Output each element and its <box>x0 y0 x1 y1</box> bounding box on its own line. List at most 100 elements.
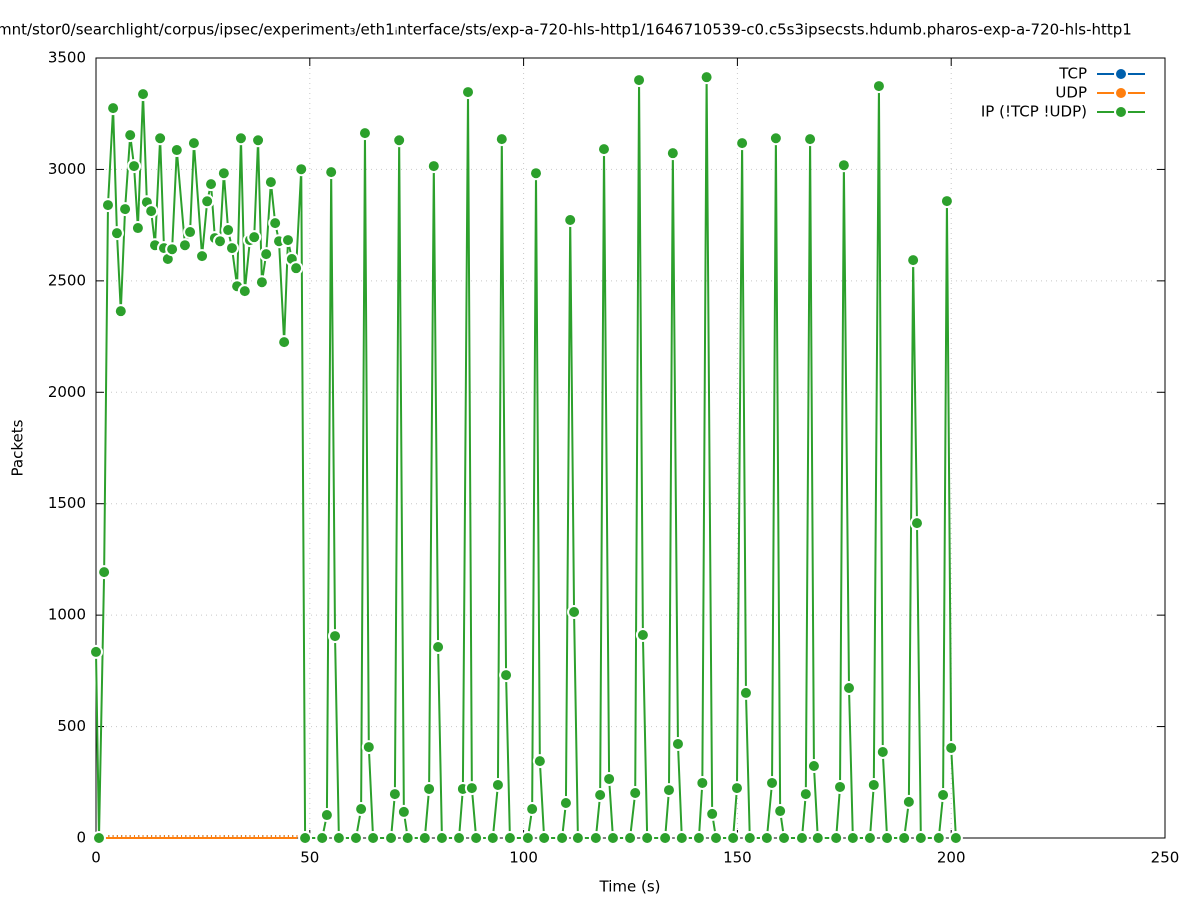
data-point <box>862 831 877 845</box>
y-tick-label: 2500 <box>48 271 86 289</box>
data-point <box>773 804 788 819</box>
y-tick-label: 1500 <box>48 494 86 512</box>
x-axis-label: Time (s) <box>599 878 661 896</box>
data-point <box>658 831 673 845</box>
legend-marker <box>1114 105 1128 119</box>
data-point <box>948 831 963 845</box>
data-point <box>165 242 180 257</box>
data-point <box>842 681 857 696</box>
data-point <box>691 831 706 845</box>
legend-marker <box>1114 86 1128 100</box>
data-point <box>123 128 138 143</box>
data-point <box>315 831 330 845</box>
data-point <box>400 831 415 845</box>
chart-title: mnt/stor0/searchlight/corpus/ipsec/exper… <box>0 21 1132 39</box>
data-point <box>499 668 514 683</box>
data-point <box>328 629 343 644</box>
data-point <box>794 831 809 845</box>
data-point <box>464 781 479 796</box>
data-point <box>294 162 309 177</box>
data-point <box>695 775 710 790</box>
data-point <box>422 781 437 796</box>
data-point <box>635 627 650 642</box>
data-point <box>936 787 951 802</box>
data-point <box>100 198 115 213</box>
data-point <box>532 754 547 769</box>
data-point <box>417 831 432 845</box>
y-tick-label: 3500 <box>48 49 86 67</box>
data-point <box>177 238 192 253</box>
data-point <box>396 804 411 819</box>
data-point <box>939 194 954 209</box>
data-point <box>268 216 283 231</box>
data-point <box>251 133 266 148</box>
data-point <box>880 831 895 845</box>
y-tick-label: 2000 <box>48 383 86 401</box>
data-point <box>127 159 142 174</box>
data-point <box>213 234 228 249</box>
data-point <box>555 831 570 845</box>
data-point <box>195 249 210 264</box>
data-point <box>469 831 484 845</box>
data-point <box>494 132 509 147</box>
data-point <box>729 781 744 796</box>
data-point <box>742 831 757 845</box>
data-point <box>277 335 292 350</box>
data-point <box>944 740 959 755</box>
legend-marker <box>1114 67 1128 81</box>
data-point <box>153 131 168 146</box>
data-point <box>289 261 304 276</box>
data-point <box>254 275 269 290</box>
data-point <box>875 744 890 759</box>
data-point <box>901 794 916 809</box>
legend-label: IP (!TCP !UDP) <box>981 103 1087 121</box>
data-point <box>602 771 617 786</box>
data-point <box>665 146 680 161</box>
data-point <box>759 831 774 845</box>
data-point <box>897 831 912 845</box>
data-point <box>632 73 647 88</box>
data-point <box>331 831 346 845</box>
data-point <box>216 166 231 181</box>
data-point <box>735 136 750 151</box>
data-point <box>130 221 145 236</box>
data-point <box>224 241 239 256</box>
data-point <box>726 831 741 845</box>
data-point <box>237 284 252 299</box>
y-tick-label: 3000 <box>48 160 86 178</box>
data-point <box>866 777 881 792</box>
data-point <box>836 158 851 173</box>
x-tick-label: 50 <box>300 849 319 867</box>
legend-label: UDP <box>1055 84 1087 102</box>
data-point <box>640 831 655 845</box>
data-point <box>705 806 720 821</box>
data-point <box>392 133 407 148</box>
y-tick-label: 1000 <box>48 606 86 624</box>
data-point <box>169 143 184 158</box>
data-point <box>605 831 620 845</box>
data-point <box>200 194 215 209</box>
data-point <box>798 787 813 802</box>
data-point <box>118 202 133 217</box>
data-point <box>845 831 860 845</box>
data-point <box>537 831 552 845</box>
data-point <box>570 831 585 845</box>
data-point <box>588 831 603 845</box>
data-point <box>529 166 544 181</box>
data-point <box>628 785 643 800</box>
data-point <box>567 605 582 620</box>
data-point <box>426 159 441 174</box>
data-point <box>661 783 676 798</box>
data-point <box>221 223 236 238</box>
data-point <box>699 70 714 85</box>
data-point <box>298 831 313 845</box>
data-point <box>525 802 540 817</box>
y-tick-label: 0 <box>76 829 86 847</box>
data-point <box>806 759 821 774</box>
x-tick-label: 200 <box>937 849 966 867</box>
data-point <box>461 85 476 100</box>
data-point <box>485 831 500 845</box>
data-point <box>829 831 844 845</box>
data-point <box>366 831 381 845</box>
data-point <box>777 831 792 845</box>
